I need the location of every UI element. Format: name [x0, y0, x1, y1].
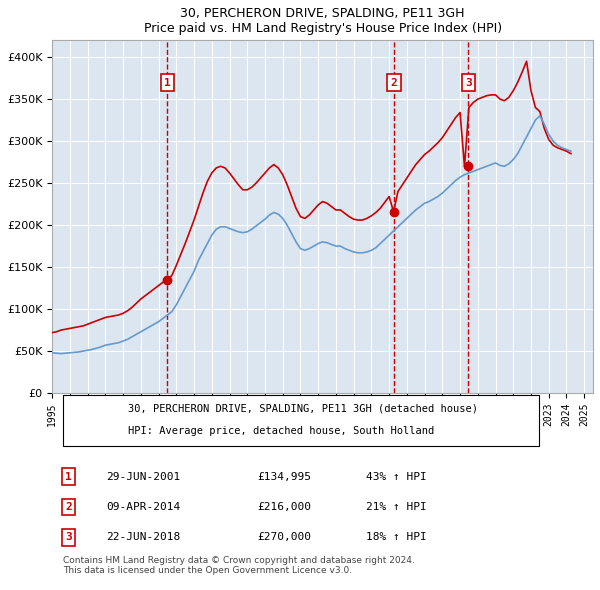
Text: 18% ↑ HPI: 18% ↑ HPI	[366, 532, 427, 542]
FancyBboxPatch shape	[63, 395, 539, 446]
Text: £216,000: £216,000	[258, 502, 312, 512]
Title: 30, PERCHERON DRIVE, SPALDING, PE11 3GH
Price paid vs. HM Land Registry's House : 30, PERCHERON DRIVE, SPALDING, PE11 3GH …	[143, 7, 502, 35]
Text: 3: 3	[65, 532, 72, 542]
Text: HPI: Average price, detached house, South Holland: HPI: Average price, detached house, Sout…	[128, 426, 434, 436]
Text: £134,995: £134,995	[258, 471, 312, 481]
Text: 21% ↑ HPI: 21% ↑ HPI	[366, 502, 427, 512]
Text: 1: 1	[65, 471, 72, 481]
Text: Contains HM Land Registry data © Crown copyright and database right 2024.
This d: Contains HM Land Registry data © Crown c…	[63, 556, 415, 575]
Text: 22-JUN-2018: 22-JUN-2018	[106, 532, 181, 542]
Text: 2: 2	[391, 78, 397, 87]
Text: 09-APR-2014: 09-APR-2014	[106, 502, 181, 512]
Text: 2: 2	[65, 502, 72, 512]
Text: 43% ↑ HPI: 43% ↑ HPI	[366, 471, 427, 481]
Text: 3: 3	[465, 78, 472, 87]
Text: 1: 1	[164, 78, 170, 87]
Text: 30, PERCHERON DRIVE, SPALDING, PE11 3GH (detached house): 30, PERCHERON DRIVE, SPALDING, PE11 3GH …	[128, 404, 478, 413]
Text: £270,000: £270,000	[258, 532, 312, 542]
Text: 29-JUN-2001: 29-JUN-2001	[106, 471, 181, 481]
